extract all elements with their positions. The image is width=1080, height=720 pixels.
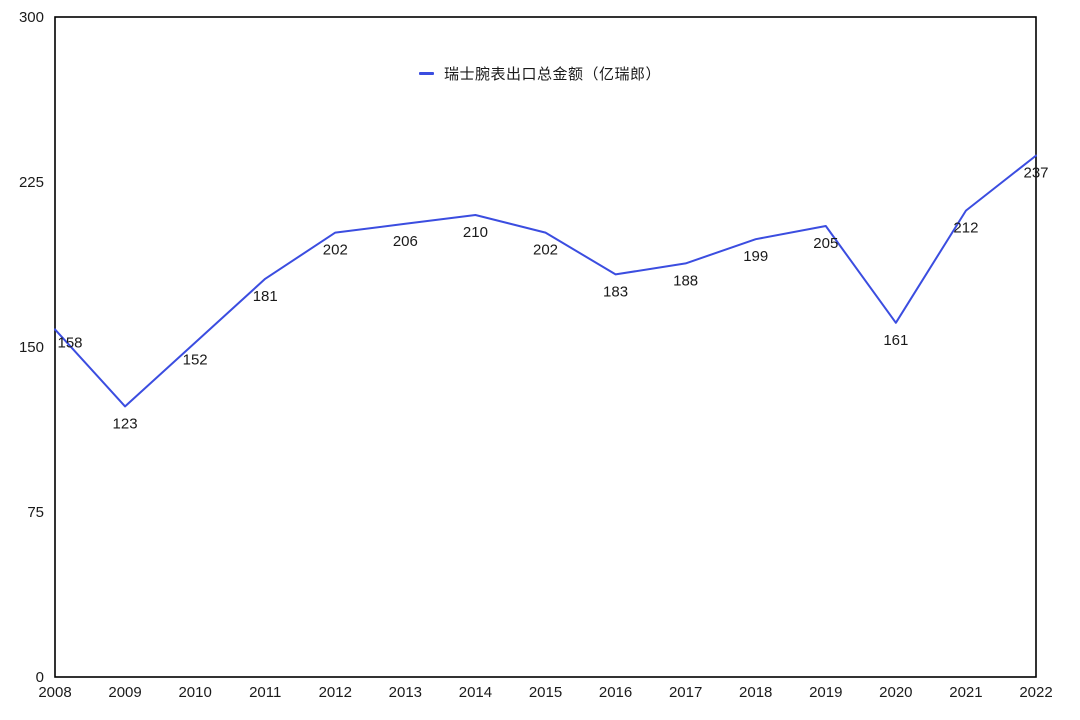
y-axis-tick-label: 0	[36, 669, 44, 686]
x-axis-tick-label: 2015	[529, 684, 562, 701]
x-axis-tick-label: 2020	[879, 684, 912, 701]
x-axis-tick-label: 2012	[319, 684, 352, 701]
plot-border	[54, 16, 1037, 678]
y-axis-tick-label: 150	[19, 339, 44, 356]
data-label: 212	[953, 220, 978, 237]
data-label: 158	[57, 334, 82, 351]
data-label: 161	[883, 332, 908, 349]
data-label: 237	[1023, 165, 1048, 182]
series-line	[54, 154, 1037, 408]
data-label: 188	[673, 272, 698, 289]
x-axis-tick-label: 2016	[599, 684, 632, 701]
data-label: 183	[603, 283, 628, 300]
data-label: 202	[533, 242, 558, 259]
x-axis-tick-label: 2013	[389, 684, 422, 701]
x-axis-tick-label: 2008	[38, 684, 71, 701]
x-axis-tick-label: 2022	[1019, 684, 1052, 701]
x-axis-tick-label: 2009	[108, 684, 141, 701]
x-axis-tick-label: 2010	[178, 684, 211, 701]
x-axis-tick-label: 2014	[459, 684, 492, 701]
x-axis-tick-label: 2021	[949, 684, 982, 701]
data-label: 152	[183, 352, 208, 369]
x-axis-tick-label: 2019	[809, 684, 842, 701]
y-axis-tick-label: 225	[19, 174, 44, 191]
y-axis-tick-label: 75	[27, 504, 44, 521]
data-label: 205	[813, 235, 838, 252]
data-label: 123	[113, 415, 138, 432]
x-axis-tick-label: 2011	[249, 684, 281, 701]
x-axis-tick-label: 2017	[669, 684, 702, 701]
y-axis-tick-label: 300	[19, 9, 44, 26]
data-label: 202	[323, 242, 348, 259]
data-label: 210	[463, 224, 488, 241]
data-label: 199	[743, 248, 768, 265]
data-label: 181	[253, 288, 278, 305]
data-label: 206	[393, 233, 418, 250]
x-axis-tick-label: 2018	[739, 684, 772, 701]
